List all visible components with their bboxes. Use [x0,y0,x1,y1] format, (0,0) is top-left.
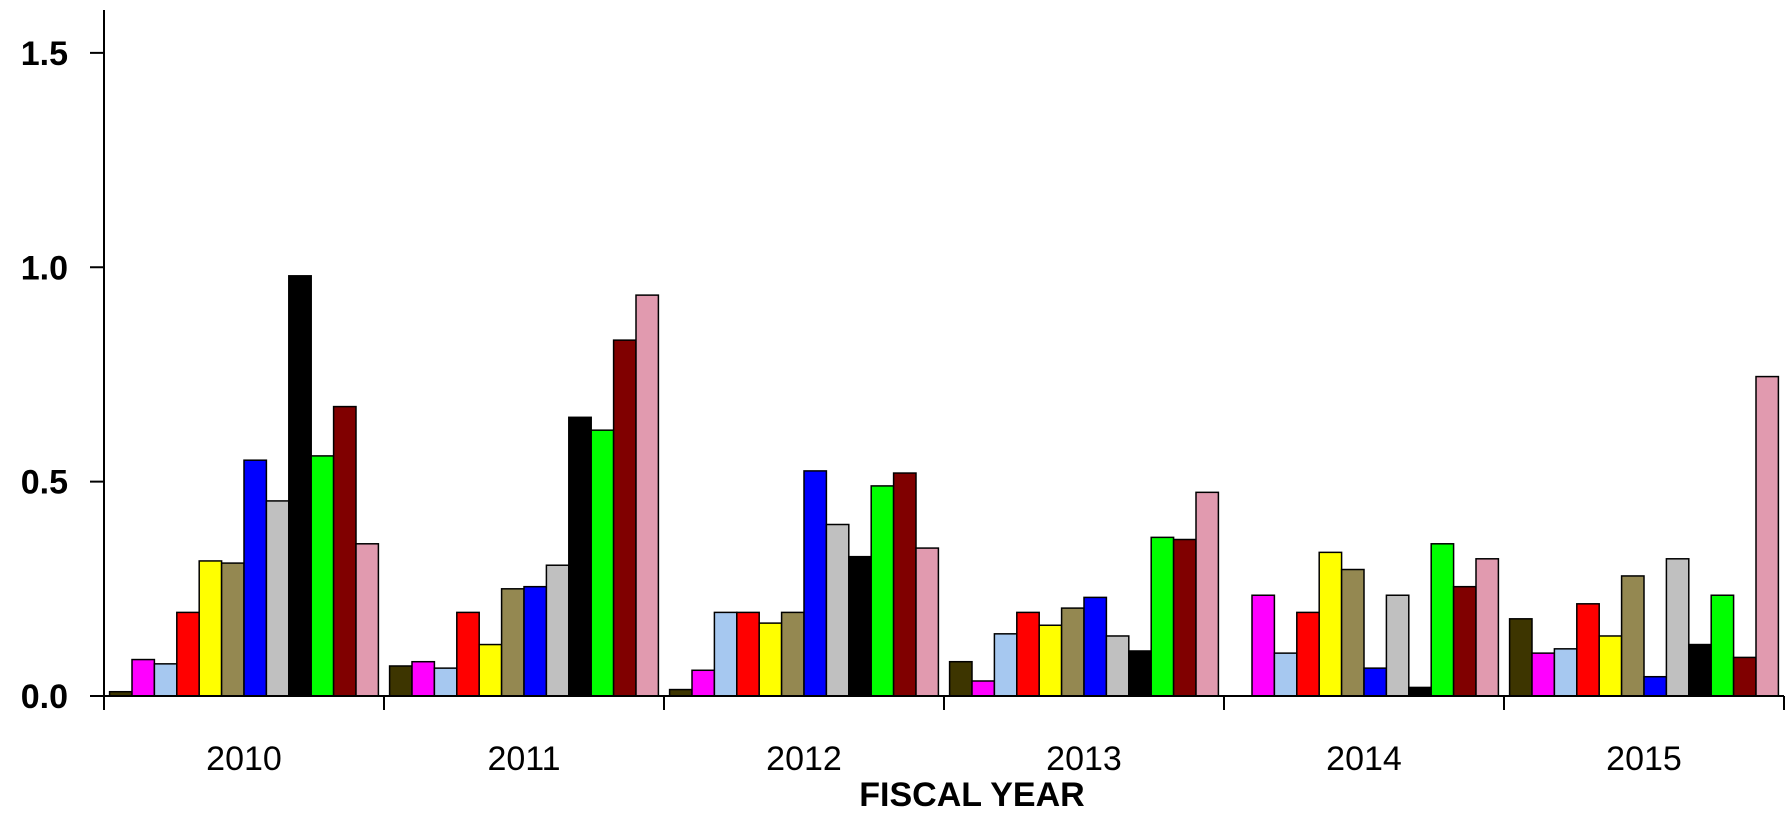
bar-2010-series-4 [176,611,200,697]
bar-2015-series-3 [1553,648,1578,697]
bar-2015-series-6 [1620,575,1645,697]
bar-2010-series-6 [220,562,245,697]
x-tick-label: 2010 [206,740,282,778]
y-tick-label: 1.5 [21,35,68,73]
bar-2012-series-6 [780,611,805,697]
y-tick-label: 1.0 [21,249,68,287]
bar-2011-series-3 [433,667,458,697]
bar-2011-series-1 [388,665,413,697]
bar-2015-series-7 [1643,675,1668,697]
bar-2012-series-9 [848,555,872,697]
y-tick-label: 0.0 [21,678,68,716]
x-tick-label: 2014 [1326,740,1402,778]
bar-2014-series-10 [1430,543,1455,697]
x-tick-label: 2012 [766,740,842,778]
bar-2015-series-12 [1755,375,1780,697]
bar-2012-series-10 [870,485,895,697]
bar-2014-series-8 [1385,594,1410,697]
x-tick-label: 2011 [487,740,560,778]
bar-2015-series-11 [1732,656,1757,697]
y-tick-label: 0.5 [21,464,68,502]
bar-2015-series-1 [1508,618,1533,697]
bar-2013-series-3 [993,633,1018,697]
bar-2011-series-9 [568,416,592,697]
bar-2013-series-5 [1038,624,1063,697]
bar-2010-series-10 [310,455,335,697]
bar-2010-series-12 [355,543,380,697]
bar-2011-series-8 [545,564,570,697]
bar-2010-series-5 [198,560,223,697]
x-axis-ticks: 2010 2011 2012 2013 2014 2015 [103,696,1785,778]
bar-2012-series-8 [825,523,850,697]
bar-2013-series-4 [1016,611,1040,697]
bar-2012-series-3 [713,611,738,697]
bar-2010-series-8 [265,500,290,697]
x-tick-label: 2013 [1046,740,1122,778]
bar-2015-series-5 [1598,635,1623,697]
bar-2014-series-4 [1296,611,1320,697]
bar-2014-series-2 [1251,594,1276,697]
bar-2011-series-7 [523,585,548,697]
bar-2015-series-4 [1576,603,1600,697]
x-tick-label: 2015 [1606,740,1682,778]
bar-2010-series-11 [332,405,357,697]
bar-2013-series-9 [1128,650,1152,697]
bar-2012-series-5 [758,622,783,697]
bar-2014-series-11 [1452,585,1477,697]
y-axis-ticks: 0.0 0.5 1.0 1.5 [21,35,104,716]
bar-2015-series-8 [1665,558,1690,697]
bar-2013-series-2 [971,680,996,697]
bar-2012-series-2 [691,669,716,697]
bar-2010-series-9 [288,275,312,697]
bar-2014-series-12 [1475,558,1500,697]
bar-2014-series-3 [1273,652,1298,697]
bar-2013-series-8 [1105,635,1130,697]
bar-2013-series-7 [1083,596,1108,697]
bar-2012-series-11 [892,472,917,697]
bar-2013-series-6 [1060,607,1085,697]
bar-2013-series-1 [948,660,973,697]
bar-2012-series-4 [736,611,760,697]
bar-2014-series-5 [1318,551,1343,697]
bar-2011-series-12 [635,294,660,697]
bar-2015-series-2 [1531,652,1556,697]
bar-2011-series-2 [411,660,436,697]
bar-2013-series-10 [1150,536,1175,697]
bar-2014-series-7 [1363,667,1388,697]
bar-2010-series-2 [131,658,156,697]
bar-2015-series-9 [1688,643,1712,697]
bar-2013-series-12 [1195,491,1220,697]
bar-2014-series-6 [1340,568,1365,697]
bar-2013-series-11 [1172,538,1197,697]
bar-2011-series-4 [456,611,480,697]
bars-layer [108,275,1780,697]
bar-2011-series-5 [478,643,503,697]
bar-2012-series-7 [803,470,828,697]
bar-2014-series-9 [1408,686,1432,697]
bar-2011-series-11 [612,339,637,697]
bar-2011-series-6 [500,588,525,697]
bar-2012-series-12 [915,547,940,697]
bar-2010-series-3 [153,663,178,697]
bar-2015-series-10 [1710,594,1735,697]
x-axis-title: FISCAL YEAR [859,776,1084,814]
bar-2011-series-10 [590,429,615,697]
bar-2010-series-7 [243,459,268,697]
